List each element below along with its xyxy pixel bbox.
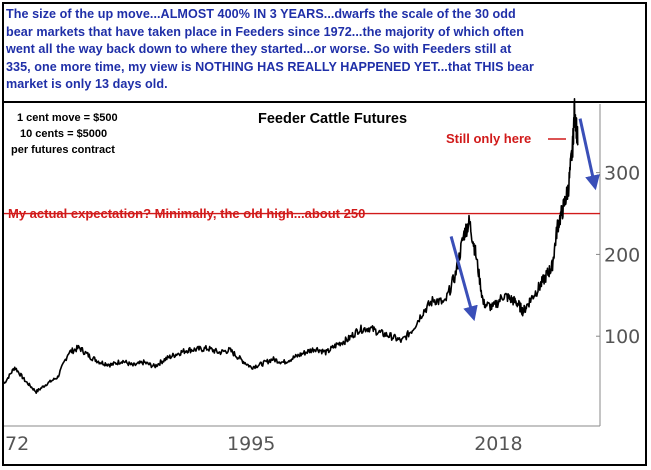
contract-note-3: per futures contract xyxy=(11,144,115,156)
price-series-line xyxy=(3,98,579,394)
x-tick-label: 72 xyxy=(5,433,29,455)
x-tick-label: 2018 xyxy=(474,433,522,455)
still-only-here-label: Still only here xyxy=(446,131,531,146)
chart-frame xyxy=(2,2,647,466)
headline-line: market is only 13 days old. xyxy=(6,77,168,92)
x-axis: 72 1995 2018 xyxy=(5,433,523,455)
chart-title: Feeder Cattle Futures xyxy=(258,111,407,127)
decline-arrow xyxy=(449,236,478,322)
y-axis: 100 200 300 xyxy=(596,163,640,348)
y-tick-label: 200 xyxy=(604,244,640,266)
headline-text: The size of the up move...ALMOST 400% IN… xyxy=(6,6,642,94)
headline-line: 335, one more time, my view is NOTHING H… xyxy=(6,59,534,74)
x-tick-label: 1995 xyxy=(227,433,275,455)
headline-line: went all the way back down to where they… xyxy=(6,42,512,57)
headline-separator xyxy=(2,101,647,103)
y-tick-label: 100 xyxy=(604,326,640,348)
expectation-label: My actual expectation? Minimally, the ol… xyxy=(8,206,365,221)
decline-arrow xyxy=(578,118,600,191)
y-tick-label: 300 xyxy=(604,163,640,185)
contract-note-2: 10 cents = $5000 xyxy=(20,128,107,140)
contract-note-1: 1 cent move = $500 xyxy=(17,112,118,124)
headline-line: bear markets that have taken place in Fe… xyxy=(6,24,525,39)
headline-line: The size of the up move...ALMOST 400% IN… xyxy=(6,7,516,21)
